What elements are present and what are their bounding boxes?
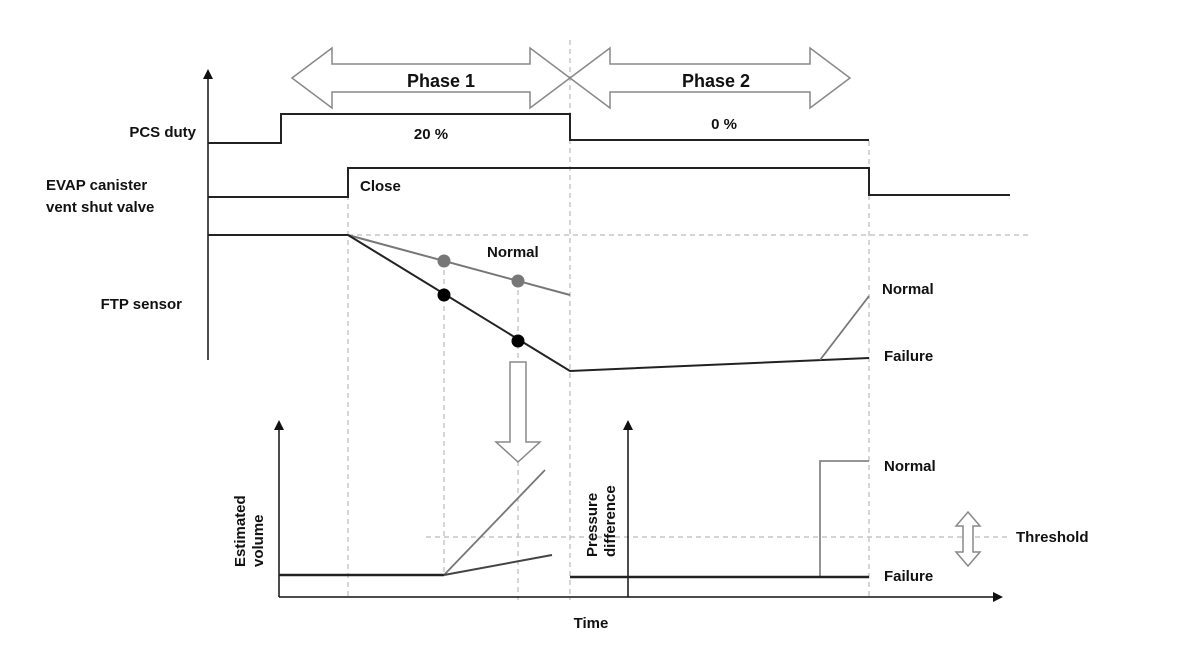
estimated-volume-label-line2: volume bbox=[250, 514, 267, 567]
ftp-normal-label-phase2: Normal bbox=[882, 281, 934, 298]
phase2-label: Phase 2 bbox=[682, 71, 750, 91]
ftp-normal-sample-2 bbox=[511, 274, 525, 288]
ftp-normal-trace-phase1 bbox=[347, 234, 571, 296]
ftp-failure-sample-1 bbox=[437, 288, 451, 302]
phase1-label: Phase 1 bbox=[407, 71, 475, 91]
ftp-failure-sample-2 bbox=[511, 334, 525, 348]
ftp-failure-label-phase2: Failure bbox=[884, 348, 933, 365]
guide-lines bbox=[347, 40, 1030, 600]
pressure-difference-label-line1: Pressure bbox=[584, 493, 601, 557]
ftp-sensor-label: FTP sensor bbox=[101, 296, 183, 313]
ftp-normal-trace-phase2 bbox=[819, 295, 870, 361]
ftp-failure-trace bbox=[347, 234, 870, 373]
pressure-difference-label-line2: difference bbox=[602, 485, 619, 557]
valve-label-line2: vent shut valve bbox=[46, 199, 154, 216]
phase2-double-arrow bbox=[568, 46, 852, 110]
volume-normal-trace bbox=[443, 469, 546, 576]
ftp-normal-label-phase1: Normal bbox=[487, 244, 539, 261]
vent-valve-trace bbox=[208, 167, 1010, 198]
estimated-volume-label-line1: Estimated bbox=[232, 495, 249, 567]
pressure-normal-label: Normal bbox=[884, 458, 936, 475]
valve-label-line1: EVAP canister bbox=[46, 177, 147, 194]
threshold-label: Threshold bbox=[1016, 529, 1089, 546]
threshold-range-arrow-icon bbox=[954, 510, 982, 568]
down-arrow-icon bbox=[494, 361, 542, 464]
pcs-phase2-value: 0 % bbox=[711, 116, 737, 133]
valve-close-label: Close bbox=[360, 178, 401, 195]
time-axis-label: Time bbox=[574, 615, 609, 632]
pcs-phase1-value: 20 % bbox=[414, 126, 448, 143]
pcs-duty-trace bbox=[208, 113, 869, 144]
pcs-duty-label: PCS duty bbox=[129, 124, 196, 141]
ftp-normal-sample-1 bbox=[437, 254, 451, 268]
volume-failure-trace bbox=[443, 554, 553, 576]
pressure-failure-label: Failure bbox=[884, 568, 933, 585]
pressure-normal-trace bbox=[819, 460, 869, 577]
